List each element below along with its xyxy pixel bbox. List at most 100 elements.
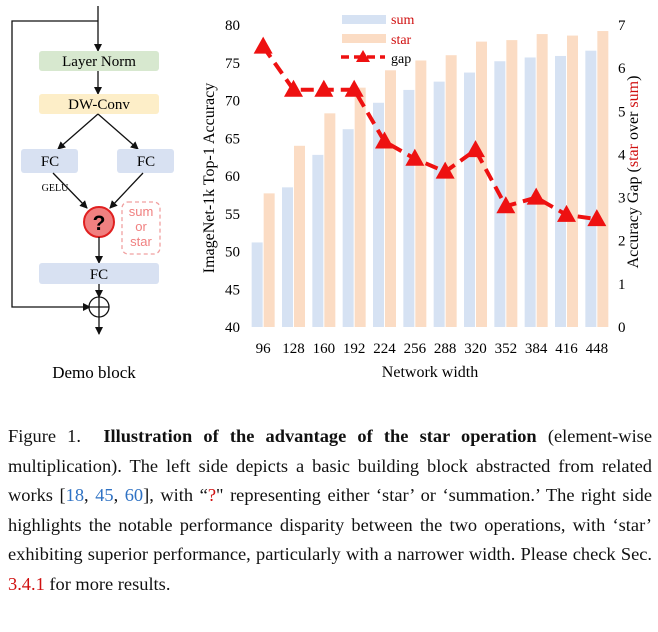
citation-60[interactable]: 60 [124,485,144,506]
caption-text-4: for more results. [44,573,171,594]
gap-marker-256 [405,148,425,166]
layer-norm-label: Layer Norm [62,54,136,70]
bar-sum-96 [251,242,263,327]
ticks-group: 96 128 160 192 224 256 288 320 352 384 416 44840455… [225,18,626,357]
y2-label-over: over [625,108,642,144]
arrow-fc-right-op [109,172,144,209]
y-tick-label: 50 [225,245,240,261]
bar-sum-320 [464,72,475,327]
fc-bottom-box [39,263,159,284]
bar-sum-256 [403,89,415,328]
y2-tick-label: 5 [618,104,626,120]
fc-right-box [117,149,174,173]
x-tick-label: 256 [404,341,427,357]
bar-sum-224 [373,102,384,327]
choice-star: star [130,234,152,249]
legend-swatch-sum [342,15,386,24]
gelu-label: GELU [42,183,69,194]
bar-star-384 [536,34,548,328]
bar-sum-384 [524,57,536,328]
choice-sum: sum [129,204,154,219]
fc-right-label: FC [137,154,155,170]
section-link[interactable]: 3.4.1 [8,573,45,594]
legend-marker-gap [356,50,370,62]
y-tick-label: 80 [225,18,240,34]
bar-star-448 [597,31,609,327]
bar-star-224 [385,70,396,328]
dwconv-label: DW-Conv [68,97,130,113]
y2-tick-label: 7 [618,18,626,34]
choice-or: or [135,219,147,234]
y-tick-label: 65 [225,131,240,147]
caption-question-mark: ? [207,485,216,506]
y-tick-label: 55 [225,207,240,223]
y2-label-sum: sum [625,80,642,107]
bar-star-416 [567,35,578,327]
gap-line [261,45,598,222]
gap-marker-224 [375,131,394,149]
bar-sum-288 [433,81,445,327]
fc-bottom-label: FC [90,267,108,283]
y-tick-label: 45 [225,282,240,298]
x-tick-label: 160 [313,341,336,357]
arrow-dwconv-fc-left [57,113,99,150]
y2-tick-label: 1 [618,277,626,293]
gap-marker-320 [466,140,485,158]
caption-label: Figure 1. [8,426,81,446]
arrow-fc-left-op [52,172,88,209]
residual-connection [11,20,98,311]
citation-18[interactable]: 18 [65,485,85,506]
y-tick-label: 60 [225,169,240,185]
caption-sep-1: , [84,485,96,506]
caption-text-3: " representing either ‘star’ or ‘summati… [8,485,652,565]
y2-tick-label: 2 [618,234,626,250]
x-tick-label: 320 [464,341,487,357]
caption-sep-2: , [113,485,125,506]
figure-graphic: Layer Norm DW-Conv FC FC GELU ? sum or s… [11,6,642,382]
gap-marker-384 [526,187,546,205]
demo-block-diagram: Layer Norm DW-Conv FC FC GELU ? sum or s… [11,6,174,382]
fc-left-label: FC [41,154,59,170]
x-tick-label: 192 [343,341,366,357]
bar-star-256 [415,60,427,328]
bar-star-320 [476,41,487,328]
bar-star-352 [506,40,518,327]
legend-label-sum: sum [391,13,414,28]
gap-marker-128 [284,79,303,97]
legend-label-star: star [391,33,412,48]
x-tick-label: 448 [586,341,609,357]
demo-block-title: Demo block [52,363,136,382]
gap-marker-288 [435,161,455,179]
bar-star-96 [263,193,275,327]
y-tick-label: 70 [225,94,240,110]
bar-star-128 [294,145,305,327]
y2-label-suffix: ) [625,76,642,81]
caption-title: Illustration of the advantage of the sta… [103,426,537,446]
question-mark: ? [93,212,106,235]
gap-marker-416 [557,204,576,222]
legend-label-gap: gap [391,52,411,67]
gap-marker-96 [253,36,273,54]
y2-tick-label: 4 [618,147,626,163]
bar-star-160 [324,113,336,328]
x-axis-label: Network width [382,364,478,381]
legend-swatch-star [342,34,386,43]
y-tick-label: 75 [225,56,240,72]
y2-tick-label: 6 [618,61,626,77]
bar-sum-128 [282,187,293,327]
figure-caption: Figure 1. Illustration of the advantage … [8,422,652,600]
x-tick-label: 384 [525,341,548,357]
gap-marker-160 [314,79,334,97]
caption-text-2: ], with “ [143,485,208,506]
gap-marker-448 [587,209,607,227]
y2-label-prefix: Accuracy Gap ( [625,167,642,268]
x-tick-label: 288 [434,341,457,357]
arrow-dwconv-fc-right [97,113,139,150]
y-axis-label: ImageNet-1k Top-1 Accuracy [201,83,218,274]
y2-tick-label: 0 [618,320,626,336]
citation-45[interactable]: 45 [95,485,114,506]
gap-marker-192 [344,79,364,97]
layer-norm-box [39,51,159,71]
y2-label-star: star [625,143,642,167]
x-tick-label: 416 [555,341,578,357]
